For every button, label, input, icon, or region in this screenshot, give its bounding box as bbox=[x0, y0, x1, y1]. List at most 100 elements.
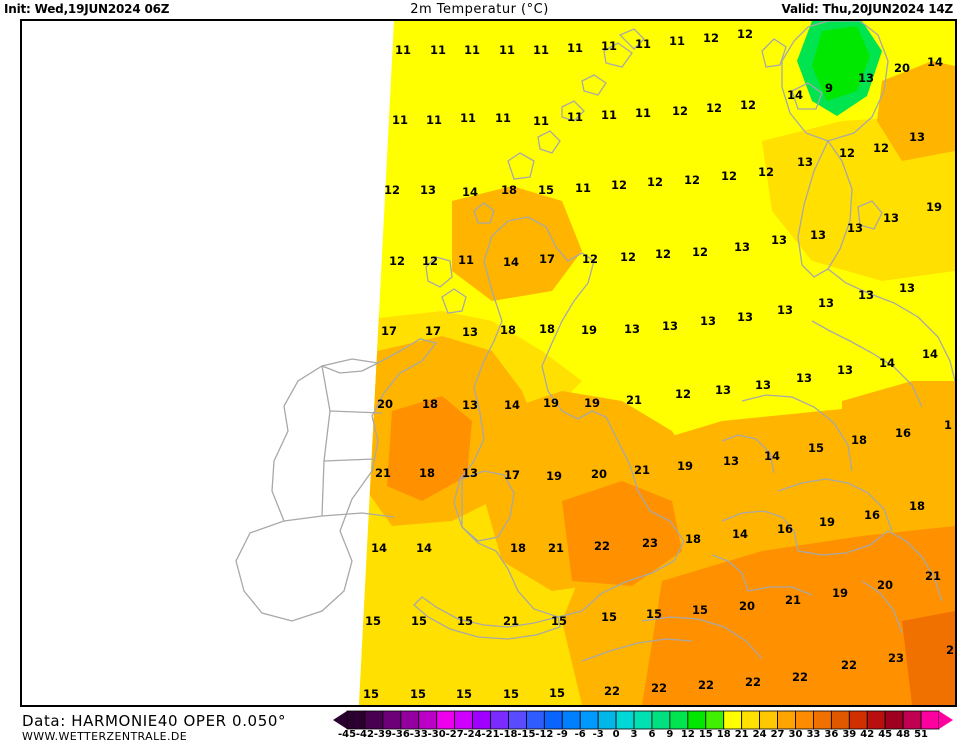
scale-tick-label: 45 bbox=[878, 729, 893, 740]
temperature-value-label: 19 bbox=[831, 586, 849, 600]
temperature-value-label: 21 bbox=[784, 593, 802, 607]
temperature-value-label: 13 bbox=[882, 211, 900, 225]
temperature-value-label: 13 bbox=[846, 221, 864, 235]
scale-swatch bbox=[669, 710, 689, 730]
temperature-value-label: 13 bbox=[461, 325, 479, 339]
scale-swatch bbox=[795, 710, 814, 730]
scale-tick-label: 36 bbox=[824, 729, 839, 740]
temperature-value-label: 12 bbox=[691, 245, 709, 259]
temperature-value-label: 19 bbox=[583, 396, 601, 410]
temperature-value-label: 11 bbox=[532, 114, 550, 128]
temperature-value-label: 17 bbox=[503, 468, 521, 482]
temperature-value-label: 12 bbox=[838, 146, 856, 160]
scale-swatch bbox=[454, 710, 473, 730]
init-time-label: Init: Wed,19JUN2024 06Z bbox=[4, 2, 170, 16]
temperature-value-label: 16 bbox=[894, 426, 912, 440]
scale-tick-label: 15 bbox=[698, 729, 713, 740]
temperature-value-label: 11 bbox=[494, 111, 512, 125]
scale-swatch bbox=[651, 710, 671, 730]
temperature-value-label: 18 bbox=[418, 466, 436, 480]
temperature-value-label: 11 bbox=[668, 34, 686, 48]
temperature-value-label: 12 bbox=[646, 175, 664, 189]
temperature-value-label: 15 bbox=[362, 687, 380, 701]
temperature-value-label: 13 bbox=[419, 183, 437, 197]
temperature-value-label: 15 bbox=[691, 603, 709, 617]
scale-swatch bbox=[436, 710, 456, 730]
temperature-value-label: 13 bbox=[898, 281, 916, 295]
temperature-value-label: 12 bbox=[421, 254, 439, 268]
temperature-value-label: 23 bbox=[641, 536, 659, 550]
scale-tick-label: -27 bbox=[445, 729, 464, 740]
scale-tick-label: 24 bbox=[752, 729, 767, 740]
scale-tick-label: -42 bbox=[355, 729, 374, 740]
scale-tick-label: 42 bbox=[860, 729, 875, 740]
temperature-value-label: 22 bbox=[791, 670, 809, 684]
temperature-value-label: 11 bbox=[459, 111, 477, 125]
temperature-value-label: 20 bbox=[738, 599, 756, 613]
temperature-value-label: 14 bbox=[461, 185, 479, 199]
temperature-value-label: 13 bbox=[795, 371, 813, 385]
map-frame[interactable]: 11 11 11 11 11 11 11 11 11 12 12 11 11 11 11 11 11 11 11 12… bbox=[20, 19, 957, 707]
temperature-value-label: 20 bbox=[893, 61, 911, 75]
temperature-value-label: 18 bbox=[499, 323, 517, 337]
scale-tick-label: -30 bbox=[427, 729, 446, 740]
color-scale-bar[interactable]: -45 -42 -39 -36 -33 -30 -27 -24 -21 -18 -15 -12 -9 -6… bbox=[333, 710, 953, 741]
scale-swatch bbox=[705, 710, 725, 730]
temperature-value-label: 11 bbox=[566, 41, 584, 55]
scale-swatch bbox=[508, 710, 527, 730]
temperature-value-label: 18 bbox=[421, 397, 439, 411]
scale-swatch bbox=[561, 710, 581, 730]
scale-swatch bbox=[830, 710, 850, 730]
scale-tick-label: 9 bbox=[666, 729, 674, 740]
scale-swatch bbox=[777, 710, 796, 730]
temperature-value-label: 11 bbox=[498, 43, 516, 57]
temperature-value-label: 13 bbox=[699, 314, 717, 328]
temperature-value-label: 11 bbox=[566, 110, 584, 124]
temperature-value-label: 15 bbox=[456, 614, 474, 628]
temperature-value-label: 11 bbox=[391, 113, 409, 127]
scale-swatch bbox=[490, 710, 509, 730]
scale-swatch bbox=[741, 710, 761, 730]
scale-swatch bbox=[418, 710, 438, 730]
scale-tick-label: -9 bbox=[556, 729, 568, 740]
temperature-value-label: 16 bbox=[863, 508, 881, 522]
scale-tick-label: 12 bbox=[680, 729, 695, 740]
scale-swatch bbox=[902, 710, 922, 730]
temperature-value-label: 14 bbox=[502, 255, 520, 269]
scale-tick-label: 39 bbox=[842, 729, 857, 740]
temperature-value-label: 11 bbox=[600, 108, 618, 122]
temperature-value-label: 11 bbox=[463, 43, 481, 57]
temperature-value-label: 19 bbox=[925, 200, 943, 214]
temperature-value-label: 14 bbox=[921, 347, 939, 361]
temperature-value-label: 13 bbox=[817, 296, 835, 310]
temperature-value-label: 22 bbox=[650, 681, 668, 695]
temperature-value-label: 12 bbox=[581, 252, 599, 266]
temperature-value-label: 21 bbox=[625, 393, 643, 407]
page-title: 2m Temperatur (°C) bbox=[410, 2, 549, 17]
temperature-value-label: 22 bbox=[593, 539, 611, 553]
scale-tick-label: 33 bbox=[806, 729, 821, 740]
temperature-value-label: 14 bbox=[763, 449, 781, 463]
temperature-value-label: 12 bbox=[671, 104, 689, 118]
temperature-value-label: 11 bbox=[634, 106, 652, 120]
temperature-value-label: 23 bbox=[887, 651, 905, 665]
temperature-value-label: 19 bbox=[580, 323, 598, 337]
temperature-value-label: 12 bbox=[705, 101, 723, 115]
temperature-value-label: 12 bbox=[674, 387, 692, 401]
color-scale-swatches bbox=[333, 710, 953, 730]
temperature-value-label: 13 bbox=[661, 319, 679, 333]
temperature-value-label: 11 bbox=[429, 43, 447, 57]
temperature-value-label: 16 bbox=[776, 522, 794, 536]
scale-tick-label: 6 bbox=[648, 729, 656, 740]
temperature-value-label: 12 bbox=[388, 254, 406, 268]
temperature-value-label: 12 bbox=[739, 98, 757, 112]
temperature-value-label: 14 bbox=[415, 541, 433, 555]
scale-tick-label: 30 bbox=[788, 729, 803, 740]
scale-swatch bbox=[346, 710, 366, 730]
temperature-value-label: 13 bbox=[857, 71, 875, 85]
temperature-value-label: 14 bbox=[503, 398, 521, 412]
map-canvas: 11 11 11 11 11 11 11 11 11 12 12 11 11 11 11 11 11 11 11 12… bbox=[22, 21, 955, 705]
temperature-value-label: 12 bbox=[702, 31, 720, 45]
scale-swatch bbox=[759, 710, 778, 730]
temperature-value-label: 13 bbox=[461, 398, 479, 412]
